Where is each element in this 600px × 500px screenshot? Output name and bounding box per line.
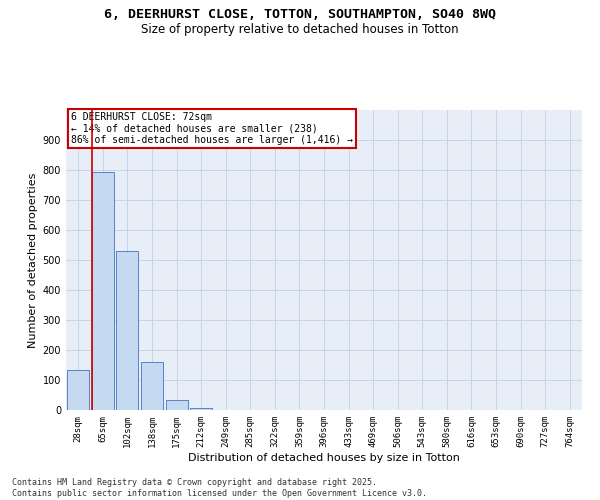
Bar: [116, 251, 139, 410]
Text: Contains HM Land Registry data © Crown copyright and database right 2025.
Contai: Contains HM Land Registry data © Crown c…: [12, 478, 427, 498]
Bar: [166, 400, 188, 410]
Text: Size of property relative to detached houses in Totton: Size of property relative to detached ho…: [141, 22, 459, 36]
Bar: [141, 362, 163, 410]
Text: 6, DEERHURST CLOSE, TOTTON, SOUTHAMPTON, SO40 8WQ: 6, DEERHURST CLOSE, TOTTON, SOUTHAMPTON,…: [104, 8, 496, 20]
Y-axis label: Number of detached properties: Number of detached properties: [28, 172, 38, 348]
Bar: [190, 408, 212, 410]
Bar: [92, 172, 114, 410]
X-axis label: Distribution of detached houses by size in Totton: Distribution of detached houses by size …: [188, 452, 460, 462]
Text: 6 DEERHURST CLOSE: 72sqm
← 14% of detached houses are smaller (238)
86% of semi-: 6 DEERHURST CLOSE: 72sqm ← 14% of detach…: [71, 112, 353, 144]
Bar: [67, 370, 89, 410]
